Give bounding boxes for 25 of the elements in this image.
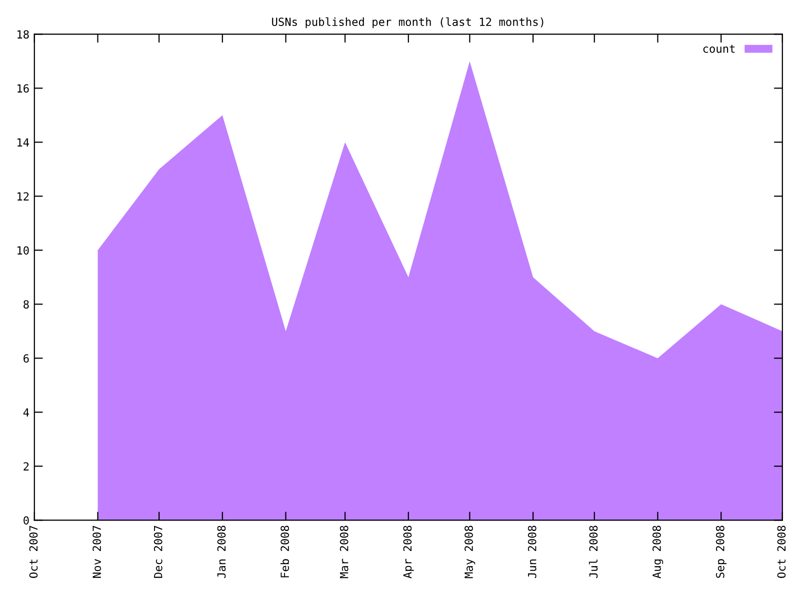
- x-tick-label: Jan 2008: [217, 526, 226, 578]
- legend-label: count: [703, 44, 735, 53]
- x-tick-label: Apr 2008: [403, 526, 414, 578]
- x-tick-label: Mar 2008: [340, 526, 348, 578]
- x-tick-label: Jul 2008: [588, 526, 598, 578]
- y-tick-label: 2: [24, 462, 29, 470]
- x-tick-label: Sep 2008: [716, 526, 726, 578]
- y-tick-label: 8: [24, 300, 29, 309]
- y-tick-label: 4: [23, 408, 30, 416]
- y-tick-label: 0: [24, 516, 29, 525]
- y-tick-label: 6: [24, 354, 29, 363]
- y-tick-label: 14: [17, 138, 30, 146]
- y-tick-label: 12: [17, 192, 29, 200]
- chart-title: USNs published per month (last 12 months): [272, 17, 544, 28]
- x-tick-label: Oct 2008: [777, 526, 786, 578]
- y-tick-label: 18: [17, 30, 29, 39]
- y-tick-label: 10: [17, 246, 29, 255]
- x-tick-label: Feb 2008: [280, 526, 290, 578]
- y-tick-label: 16: [17, 84, 29, 93]
- x-tick-label: Dec 2007: [154, 526, 162, 578]
- x-tick-label: Jun 2008: [528, 526, 536, 578]
- x-tick-label: Oct 2007: [29, 526, 38, 578]
- x-tick-label: May 2008: [464, 526, 476, 578]
- x-tick-label: Nov 2007: [92, 526, 102, 578]
- x-tick-label: Aug 2008: [652, 526, 664, 578]
